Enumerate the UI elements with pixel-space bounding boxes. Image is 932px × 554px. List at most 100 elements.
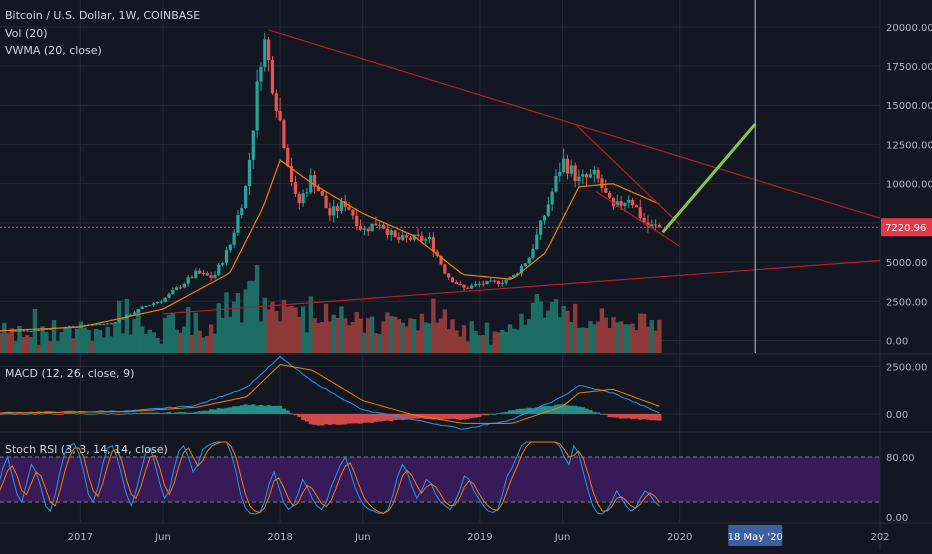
macd-histogram-bar (534, 407, 539, 414)
macd-histogram-bar (393, 413, 398, 421)
volume-bar (132, 318, 137, 353)
candle-body (159, 301, 163, 303)
volume-bar (626, 324, 631, 353)
candle-body (393, 230, 397, 238)
volume-bar (350, 321, 356, 353)
macd-histogram-bar (435, 413, 440, 420)
candle-body (71, 326, 75, 328)
macd-histogram-bar (592, 411, 597, 414)
candle-body (29, 330, 33, 332)
macd-layer (0, 355, 662, 430)
macd-histogram-bar (576, 406, 581, 414)
macd-histogram-bar (308, 413, 313, 425)
candle-body (657, 225, 662, 228)
volume-bar (584, 328, 589, 353)
volume-bar (208, 324, 214, 353)
time-tick-label: 202 (870, 532, 889, 543)
candle-body (343, 201, 347, 207)
volume-bar (220, 318, 225, 353)
trendline-ascending-support[interactable] (162, 259, 881, 315)
candle-body (213, 274, 217, 278)
candle-body (381, 224, 386, 229)
trendline-descending-resistance[interactable] (268, 29, 881, 219)
candle-body (17, 330, 22, 332)
macd-histogram-bar (247, 405, 252, 414)
macd-histogram-bar (105, 413, 110, 415)
volume-bar (534, 294, 540, 353)
macd-histogram-bar (9, 413, 14, 415)
candle-body (431, 237, 435, 252)
volume-bar (228, 316, 233, 353)
volume-bar (105, 326, 110, 353)
macd-histogram-bar (354, 413, 359, 424)
candle-body (267, 39, 271, 61)
macd-tick-label: 0.00 (886, 410, 908, 421)
trendline-wedge-upper[interactable] (574, 123, 681, 225)
volume-bar (561, 305, 566, 353)
volume-bar (51, 320, 57, 353)
candle-body (374, 223, 378, 226)
macd-histogram-bar (189, 412, 194, 414)
candle-body (240, 208, 244, 216)
volume-bar (622, 324, 628, 353)
candle-body (527, 258, 531, 264)
macd-histogram-bar (642, 413, 647, 420)
macd-histogram-bar (78, 413, 83, 415)
candle-body (615, 201, 619, 207)
volume-bar (615, 322, 620, 353)
volume-bar (231, 301, 237, 353)
volume-bar (151, 332, 156, 353)
macd-histogram-bar (469, 413, 474, 418)
volume-bar (500, 329, 505, 353)
volume-bar (109, 336, 114, 353)
candle-body (190, 277, 194, 279)
macd-histogram-bar (82, 413, 87, 415)
macd-histogram-bar (615, 413, 620, 418)
candle-body (309, 175, 313, 193)
macd-histogram-bar (400, 413, 405, 420)
volume-bar (235, 293, 241, 353)
macd-histogram-bar (274, 405, 279, 414)
candle-body (351, 209, 355, 216)
candle-body (401, 235, 405, 240)
macd-histogram-bar (335, 413, 340, 425)
macd-histogram-bar (121, 413, 126, 415)
volume-bar (304, 332, 310, 353)
candle-body (217, 264, 221, 275)
macd-histogram-bar (136, 413, 141, 415)
time-tick-label: 2019 (467, 532, 492, 543)
volume-bar (147, 329, 153, 353)
macd-histogram-bar (599, 413, 604, 415)
volume-bar (13, 341, 18, 353)
trendline-wedge-lower[interactable] (595, 190, 681, 247)
volume-bar (404, 326, 409, 353)
volume-bar (162, 318, 168, 353)
volume-bar (492, 331, 497, 353)
macd-histogram-bar (446, 413, 451, 419)
price-tick-label: 5000.00 (886, 258, 927, 269)
candle-body (305, 192, 309, 194)
candle-body (554, 175, 558, 192)
candle-body (44, 328, 48, 330)
candle-body (232, 232, 236, 245)
candle-body (224, 250, 229, 264)
volume-bar (67, 327, 72, 353)
candle-body (194, 270, 198, 278)
volume-bar (603, 317, 608, 353)
macd-histogram-bar (481, 413, 486, 416)
volume-bar (392, 316, 398, 353)
macd-histogram-bar (519, 408, 524, 414)
macd-histogram-bar (6, 413, 11, 415)
macd-histogram-bar (44, 413, 49, 415)
macd-histogram-bar (159, 413, 164, 415)
macd-histogram-bar (366, 413, 371, 423)
macd-histogram-bar (270, 406, 275, 414)
trendline-projection[interactable] (661, 123, 757, 234)
macd-histogram-bar (477, 413, 482, 417)
macd-histogram-bar (293, 413, 298, 416)
candle-body (512, 274, 516, 278)
volume-bar (189, 334, 195, 353)
volume-bar (270, 301, 275, 353)
macd-histogram-bar (21, 413, 26, 415)
volume-bar (358, 318, 363, 353)
